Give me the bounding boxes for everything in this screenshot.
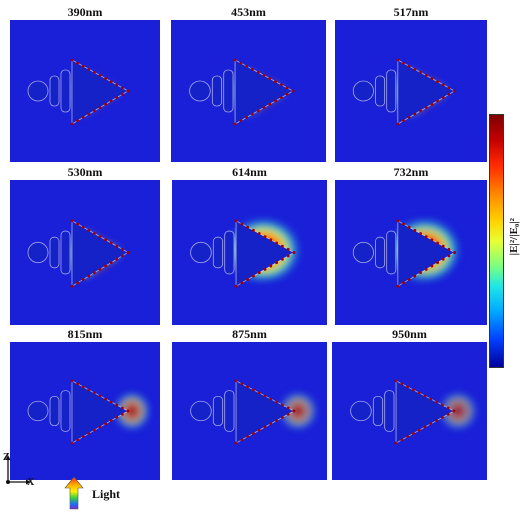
axis-z-label: Z xyxy=(3,452,10,463)
panel-title: 517nm xyxy=(393,5,429,19)
axis-indicator xyxy=(5,455,31,485)
panel-title: 453nm xyxy=(231,5,266,19)
panel-title: 530nm xyxy=(67,165,103,179)
panel-title: 390nm xyxy=(67,5,103,19)
field-map-pattern-517 xyxy=(335,20,487,162)
axis-x-label: X xyxy=(27,477,35,488)
field-map-pattern-732 xyxy=(335,180,487,325)
light-arrow-icon xyxy=(64,476,84,510)
field-map-pattern-530 xyxy=(10,180,160,325)
field-map-pattern-614 xyxy=(172,180,327,325)
field-map-pattern-815 xyxy=(10,342,160,480)
light-label: Light xyxy=(92,487,121,501)
panel-title: 614nm xyxy=(232,165,267,179)
panel-title: 815nm xyxy=(67,327,103,341)
panel-title: 950nm xyxy=(392,327,427,341)
colorbar xyxy=(489,114,504,368)
panel-title: 732nm xyxy=(393,165,429,179)
field-map-pattern-875 xyxy=(172,342,327,480)
colorbar-label: |E|²/|E₀|² xyxy=(508,218,520,256)
panel-title: 875nm xyxy=(232,327,267,341)
field-map-pattern-390 xyxy=(10,20,160,162)
field-map-pattern-453 xyxy=(171,20,326,162)
field-map-pattern-950 xyxy=(332,342,487,480)
